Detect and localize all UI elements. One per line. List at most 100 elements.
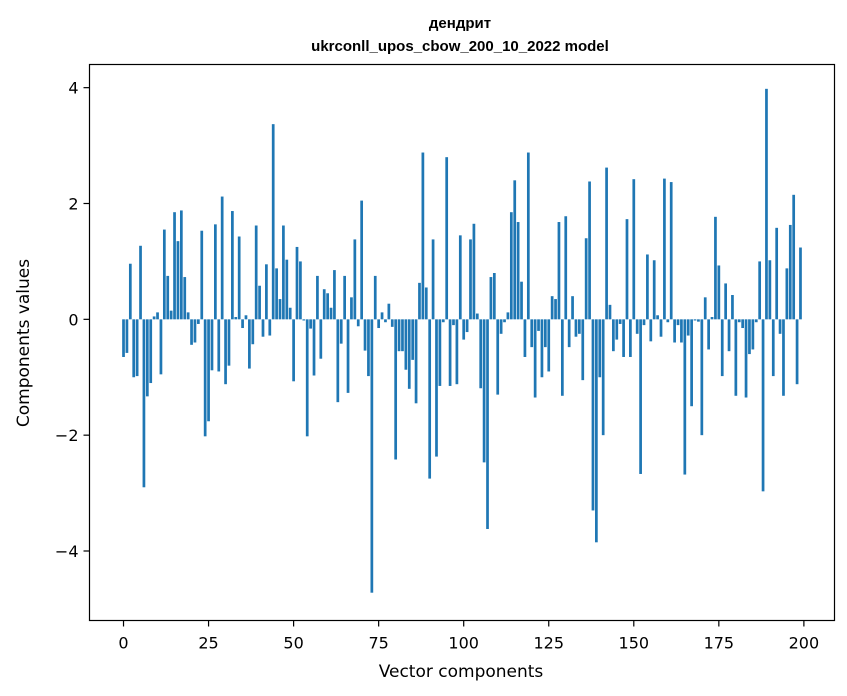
y-tick-label: 0 (68, 310, 78, 329)
bar (489, 277, 493, 320)
bar (251, 319, 255, 345)
bar (241, 319, 244, 329)
bar (394, 319, 398, 460)
bar (632, 179, 636, 320)
bar (625, 219, 629, 320)
x-tick-label: 200 (789, 634, 820, 653)
bar (795, 319, 799, 385)
bar (475, 313, 479, 320)
bar (210, 319, 214, 371)
x-axis-ticks: 0 25 50 75 100 125 150 175 200 (118, 620, 820, 653)
bar (748, 319, 751, 355)
bar (214, 224, 217, 320)
bar (390, 319, 394, 327)
bar (356, 319, 360, 327)
x-tick-label: 0 (118, 634, 128, 653)
bar (567, 319, 571, 348)
bar (166, 275, 170, 320)
bar (258, 285, 261, 320)
bar (227, 319, 231, 366)
bar (574, 319, 578, 337)
bar (377, 319, 381, 329)
bar (560, 319, 564, 396)
plot-frame (88, 63, 836, 622)
bar (343, 275, 346, 320)
x-tick-label: 50 (283, 634, 303, 653)
bar (669, 182, 673, 320)
bar (547, 319, 551, 372)
chart-subtitle: ukrconll_upos_cbow_200_10_2022 model (311, 38, 609, 55)
bar (503, 319, 506, 323)
bar (326, 293, 329, 320)
bar (482, 319, 486, 463)
bar (271, 124, 275, 320)
bar (720, 319, 724, 377)
bar (370, 319, 374, 593)
y-axis-ticks: −4 −2 0 2 4 (55, 79, 90, 561)
bar (598, 319, 602, 378)
bar (139, 245, 142, 320)
bar (492, 273, 496, 320)
bar (428, 319, 432, 479)
bar (176, 241, 180, 320)
bar (145, 319, 149, 397)
bar (486, 319, 489, 529)
bar (156, 312, 159, 320)
bar (387, 303, 391, 320)
bar (680, 319, 683, 343)
bar (509, 212, 513, 320)
bar (526, 152, 530, 320)
bar (169, 310, 173, 320)
bar (275, 268, 278, 320)
bar (635, 319, 639, 334)
bar (676, 319, 680, 326)
bar (523, 319, 527, 357)
bar (513, 180, 517, 320)
y-tick-label: −2 (55, 426, 79, 445)
bar (629, 319, 632, 357)
bar (149, 319, 153, 384)
bar (231, 211, 234, 320)
bar (581, 319, 585, 381)
x-tick-label: 75 (368, 634, 388, 653)
bar (397, 319, 401, 352)
bar (724, 283, 727, 320)
bar (265, 264, 268, 320)
x-tick-label: 175 (704, 634, 735, 653)
bar (261, 319, 265, 337)
bar (179, 210, 183, 320)
bar (543, 319, 547, 348)
bar (142, 319, 146, 488)
bar (758, 261, 762, 320)
y-tick-label: 2 (68, 195, 78, 214)
bar (788, 224, 792, 320)
bar (642, 319, 646, 326)
bar (785, 268, 789, 320)
bar (220, 196, 224, 320)
bar (479, 319, 483, 389)
bar (714, 216, 717, 320)
bar (125, 319, 129, 353)
bar (663, 178, 666, 320)
bar (435, 319, 438, 457)
bar (407, 319, 411, 389)
bar (319, 319, 323, 359)
bar (588, 181, 591, 320)
bar (333, 270, 336, 320)
bar (244, 315, 248, 320)
bar (717, 265, 721, 320)
y-tick-label: −4 (55, 542, 79, 561)
bar (686, 319, 690, 336)
bar (608, 304, 612, 320)
x-tick-label: 125 (533, 634, 564, 653)
bar (173, 212, 176, 320)
bar (203, 319, 207, 437)
bar (268, 319, 272, 336)
x-tick-label: 100 (448, 634, 479, 653)
bar (771, 319, 775, 377)
bar (516, 222, 520, 320)
bar (336, 319, 340, 403)
bar (584, 238, 588, 320)
bar (346, 319, 350, 393)
